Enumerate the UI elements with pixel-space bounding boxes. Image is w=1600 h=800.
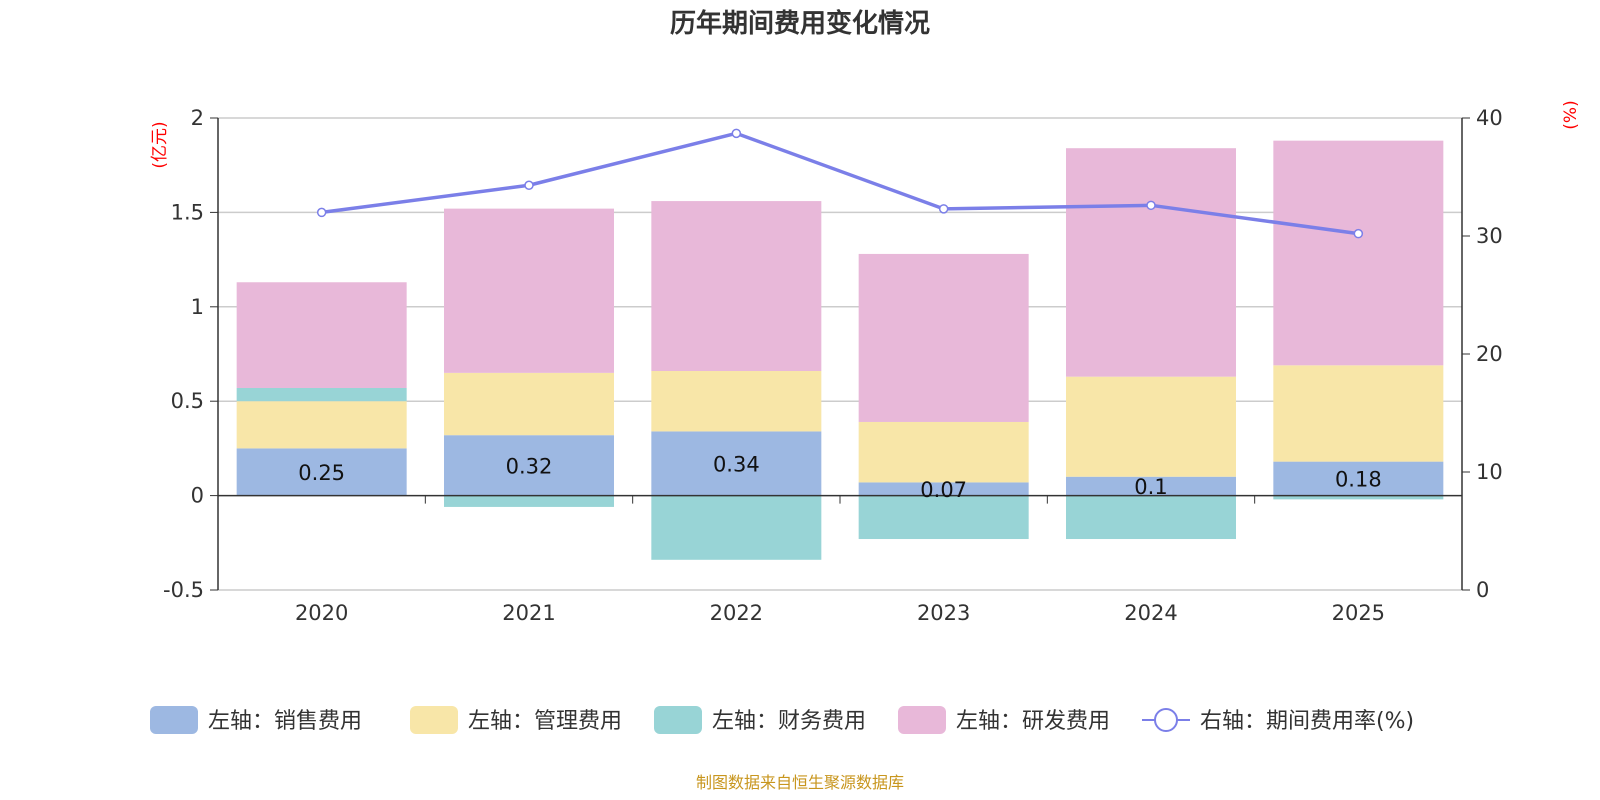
bar-data-label: 0.18 (1335, 468, 1382, 492)
right-axis-tick-label: 30 (1476, 224, 1503, 248)
x-axis-tick-label: 2021 (502, 601, 555, 625)
x-axis-tick-label: 2024 (1124, 601, 1177, 625)
source-note: 制图数据来自恒生聚源数据库 (696, 773, 904, 792)
legend: 左轴：销售费用 左轴：管理费用 左轴：财务费用 左轴：研发费用 右轴：期间费用率(%) (150, 706, 1414, 734)
left-axis-tick-label: 0.5 (171, 389, 204, 413)
bar-segment (1273, 495, 1444, 500)
x-axis-tick-label: 2020 (295, 601, 348, 625)
bar-segment (858, 253, 1029, 422)
bar-segment (1273, 140, 1444, 366)
right-axis-tick-label: 10 (1476, 460, 1503, 484)
right-axis-tick-label: 20 (1476, 342, 1503, 366)
bar-segment (1273, 365, 1444, 462)
legend-swatch (898, 706, 946, 734)
legend-label: 左轴：管理费用 (468, 709, 622, 734)
line-point (316, 207, 327, 218)
legend-label: 左轴：研发费用 (956, 709, 1110, 734)
bar-segment (1066, 148, 1236, 377)
line-point (1146, 200, 1156, 211)
left-axis-tick-label: 0 (191, 484, 204, 508)
bar-segment (651, 495, 822, 560)
line-series (316, 128, 1364, 239)
chart-title: 历年期间费用变化情况 (670, 8, 930, 39)
line-point (938, 204, 949, 214)
line-point (1353, 228, 1364, 239)
legend-swatch (654, 706, 702, 734)
right-axis-tick-label: 0 (1476, 578, 1489, 602)
bar-segment (1066, 476, 1236, 496)
legend-swatch (150, 706, 198, 734)
bar-segment (858, 482, 1029, 496)
bar-data-label: 0.25 (298, 461, 345, 485)
x-axis-tick-label: 2025 (1332, 601, 1385, 625)
bar-segment (858, 421, 1029, 483)
right-axis-unit: (%) (1561, 100, 1581, 129)
legend-item[interactable]: 左轴：销售费用 (150, 706, 362, 734)
bar-segment (651, 201, 822, 371)
left-axis-tick-label: 1.5 (171, 200, 204, 224)
bar-data-label: 0.1 (1134, 475, 1167, 499)
legend-item[interactable]: 左轴：管理费用 (410, 706, 622, 734)
legend-label: 右轴：期间费用率(%) (1200, 709, 1414, 734)
legend-item[interactable]: 左轴：财务费用 (654, 706, 866, 734)
bar-segment (651, 370, 822, 432)
line-point (524, 180, 534, 191)
bar-data-label: 0.32 (506, 454, 553, 478)
legend-label: 左轴：销售费用 (208, 709, 362, 734)
bar-segment (1273, 461, 1444, 496)
bar-data-label: 0.07 (920, 478, 967, 502)
bar-segment (236, 448, 407, 496)
left-axis-tick-label: 1 (191, 295, 204, 319)
bar-segment (444, 208, 614, 373)
bar-segment (1066, 376, 1236, 477)
data-labels: 0.25 0.32 0.34 0.07 0.1 0.18 (298, 453, 1381, 502)
bar-segment (236, 401, 407, 449)
legend-marker-icon (1154, 708, 1178, 732)
bar-segment (444, 435, 614, 496)
line-point (731, 128, 742, 139)
legend-item[interactable]: 左轴：研发费用 (898, 706, 1110, 734)
left-axis-unit: (亿元) (150, 121, 170, 168)
bar-segment (444, 495, 614, 507)
bar-segment (1066, 495, 1236, 540)
bar-segment (858, 495, 1029, 540)
line-path (321, 131, 1359, 236)
bar-segment (236, 282, 407, 388)
left-axis-tick-label: -0.5 (163, 578, 204, 602)
bar-segment (444, 372, 614, 436)
gridlines (218, 117, 1462, 591)
left-axis-tick-label: 2 (191, 106, 204, 130)
bar-segment (651, 431, 822, 496)
right-axis-tick-label: 40 (1476, 106, 1503, 130)
x-axis-tick-label: 2023 (917, 601, 970, 625)
legend-swatch (410, 706, 458, 734)
axes (210, 117, 1470, 591)
bar-segment (236, 387, 407, 402)
x-axis-tick-label: 2022 (710, 601, 763, 625)
bar-data-label: 0.34 (713, 453, 760, 477)
legend-item[interactable]: 右轴：期间费用率(%) (1142, 708, 1414, 734)
legend-label: 左轴：财务费用 (712, 709, 866, 734)
bar-series (236, 140, 1444, 560)
